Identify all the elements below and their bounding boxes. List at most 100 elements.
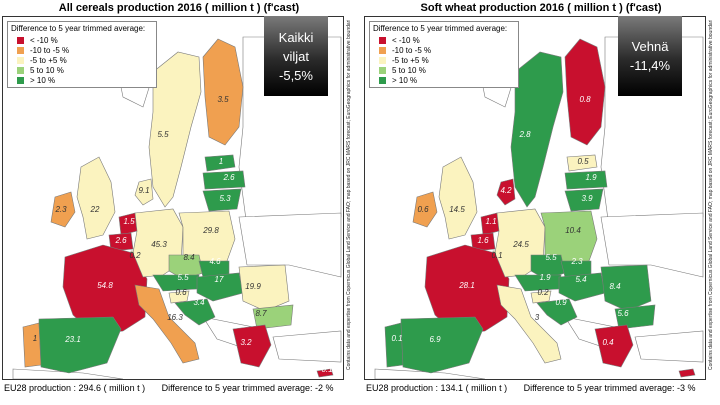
country-be <box>108 232 134 252</box>
eu28-production: EU28 production : 134.1 ( million t ) <box>366 383 508 393</box>
legend-label: -5 to +5 % <box>30 55 67 65</box>
copyright-note: Contains data and expertise from Coperni… <box>346 20 352 370</box>
value-label-dk: 4.2 <box>500 186 512 195</box>
non-eu-land <box>238 212 342 278</box>
value-label-ee: 0.5 <box>577 157 589 166</box>
value-label-pl: 29.8 <box>202 226 219 235</box>
value-label-de: 24.5 <box>512 240 529 249</box>
legend-label: 5 to 10 % <box>392 65 426 75</box>
legend-swatch <box>17 46 24 54</box>
legend-swatch <box>379 56 386 64</box>
value-label-si: 0.2 <box>537 288 549 297</box>
value-label-si: 0.6 <box>175 288 187 297</box>
value-label-pt: 1 <box>33 334 37 343</box>
value-label-ro: 19.9 <box>245 282 261 291</box>
value-label-es: 6.9 <box>429 335 441 344</box>
legend-swatch <box>379 66 386 74</box>
country-pt <box>384 322 404 368</box>
value-label-cz: 5.5 <box>545 253 557 262</box>
country-gr <box>232 324 272 368</box>
map-title: Soft wheat production 2016 ( million t )… <box>420 2 662 14</box>
value-label-be: 2.6 <box>114 236 127 245</box>
legend-label: > 10 % <box>30 75 56 85</box>
legend-label: -10 to -5 % <box>392 45 432 55</box>
map-footer: EU28 production : 134.1 ( million t ) Di… <box>366 383 710 393</box>
country-bg <box>252 304 294 330</box>
value-label-de: 45.3 <box>151 240 167 249</box>
country-hu <box>196 272 244 302</box>
legend-item: < -10 % <box>373 35 515 45</box>
copyright-note: Contains data and expertise from Coperni… <box>708 20 714 370</box>
country-ee <box>204 154 236 172</box>
value-label-hr: 0.9 <box>555 298 567 307</box>
value-label-dk: 9.1 <box>138 186 149 195</box>
value-label-sk: 4.6 <box>209 257 221 266</box>
country-hr <box>174 298 216 326</box>
value-label-ro: 8.4 <box>609 282 621 291</box>
map-title: All cereals production 2016 ( million t … <box>58 2 300 14</box>
country-lv <box>564 170 608 190</box>
value-label-ie: 0.6 <box>417 205 429 214</box>
non-eu-land <box>272 330 342 363</box>
value-label-uk: 14.5 <box>449 205 465 214</box>
country-se <box>148 51 202 208</box>
trimmed-average-difference: Difference to 5 year trimmed average: -3… <box>523 383 696 393</box>
badge-line: -11,4% <box>629 58 671 73</box>
value-label-gr: 0.4 <box>602 338 614 347</box>
country-dk <box>134 178 154 206</box>
value-label-fr: 54.8 <box>97 281 113 290</box>
map-panel-soft-wheat: Soft wheat production 2016 ( million t )… <box>362 0 720 405</box>
value-label-hu: 17 <box>215 275 224 284</box>
country-cy <box>316 368 334 378</box>
country-es <box>38 316 122 374</box>
country-it <box>496 284 562 364</box>
value-label-se: 2.8 <box>518 130 531 139</box>
country-uk <box>438 156 478 240</box>
country-si <box>168 290 190 304</box>
country-fi <box>564 38 606 146</box>
value-label-ee: 1 <box>219 157 223 166</box>
legend-item: -5 to +5 % <box>373 55 515 65</box>
badge-line: viljat <box>282 48 309 64</box>
value-label-lt: 5.3 <box>219 194 231 203</box>
value-label-bg: 5.6 <box>617 309 629 318</box>
country-gr <box>594 324 634 368</box>
value-label-lt: 3.9 <box>581 194 593 203</box>
value-label-nl: 1.1 <box>485 217 496 226</box>
country-lv <box>202 170 246 190</box>
value-label-lu: 0.2 <box>129 251 141 260</box>
country-ro <box>600 264 652 312</box>
value-label-sk: 2.3 <box>570 257 583 266</box>
country-si <box>530 290 552 304</box>
legend-item: 5 to 10 % <box>373 65 515 75</box>
country-ie <box>50 191 76 228</box>
legend-title: Difference to 5 year trimmed average: <box>373 24 508 33</box>
country-dk <box>496 178 516 206</box>
legend: Difference to 5 year trimmed average: < … <box>369 21 519 88</box>
value-label-ie: 2.3 <box>54 205 67 214</box>
badge-line: -5,5% <box>279 67 313 83</box>
country-bg <box>614 304 656 330</box>
percent-change-badge: Kaikki viljat -5,5% <box>264 16 328 96</box>
percent-change-badge: Vehnä -11,4% <box>618 16 682 96</box>
legend-swatch <box>17 76 24 84</box>
country-ro <box>238 264 290 312</box>
value-label-bg: 8.7 <box>255 309 267 318</box>
legend-item: > 10 % <box>373 75 515 85</box>
non-eu-land <box>600 212 704 278</box>
country-hr <box>536 298 578 326</box>
legend-label: -10 to -5 % <box>30 45 70 55</box>
non-eu-land <box>374 368 486 379</box>
value-label-pt: 0.1 <box>391 334 402 343</box>
legend-swatch <box>379 76 386 84</box>
country-cy <box>678 368 696 378</box>
country-se <box>510 51 564 208</box>
value-label-lv: 2.6 <box>222 173 235 182</box>
value-label-lv: 1.9 <box>585 173 597 182</box>
trimmed-average-difference: Difference to 5 year trimmed average: -2… <box>161 383 334 393</box>
legend-item: -10 to -5 % <box>11 45 153 55</box>
value-label-at: 5.5 <box>177 273 189 282</box>
value-label-se: 5.5 <box>157 130 169 139</box>
value-label-cy: 0.1 <box>321 365 332 374</box>
map-panel-all-cereals: All cereals production 2016 ( million t … <box>0 0 358 405</box>
